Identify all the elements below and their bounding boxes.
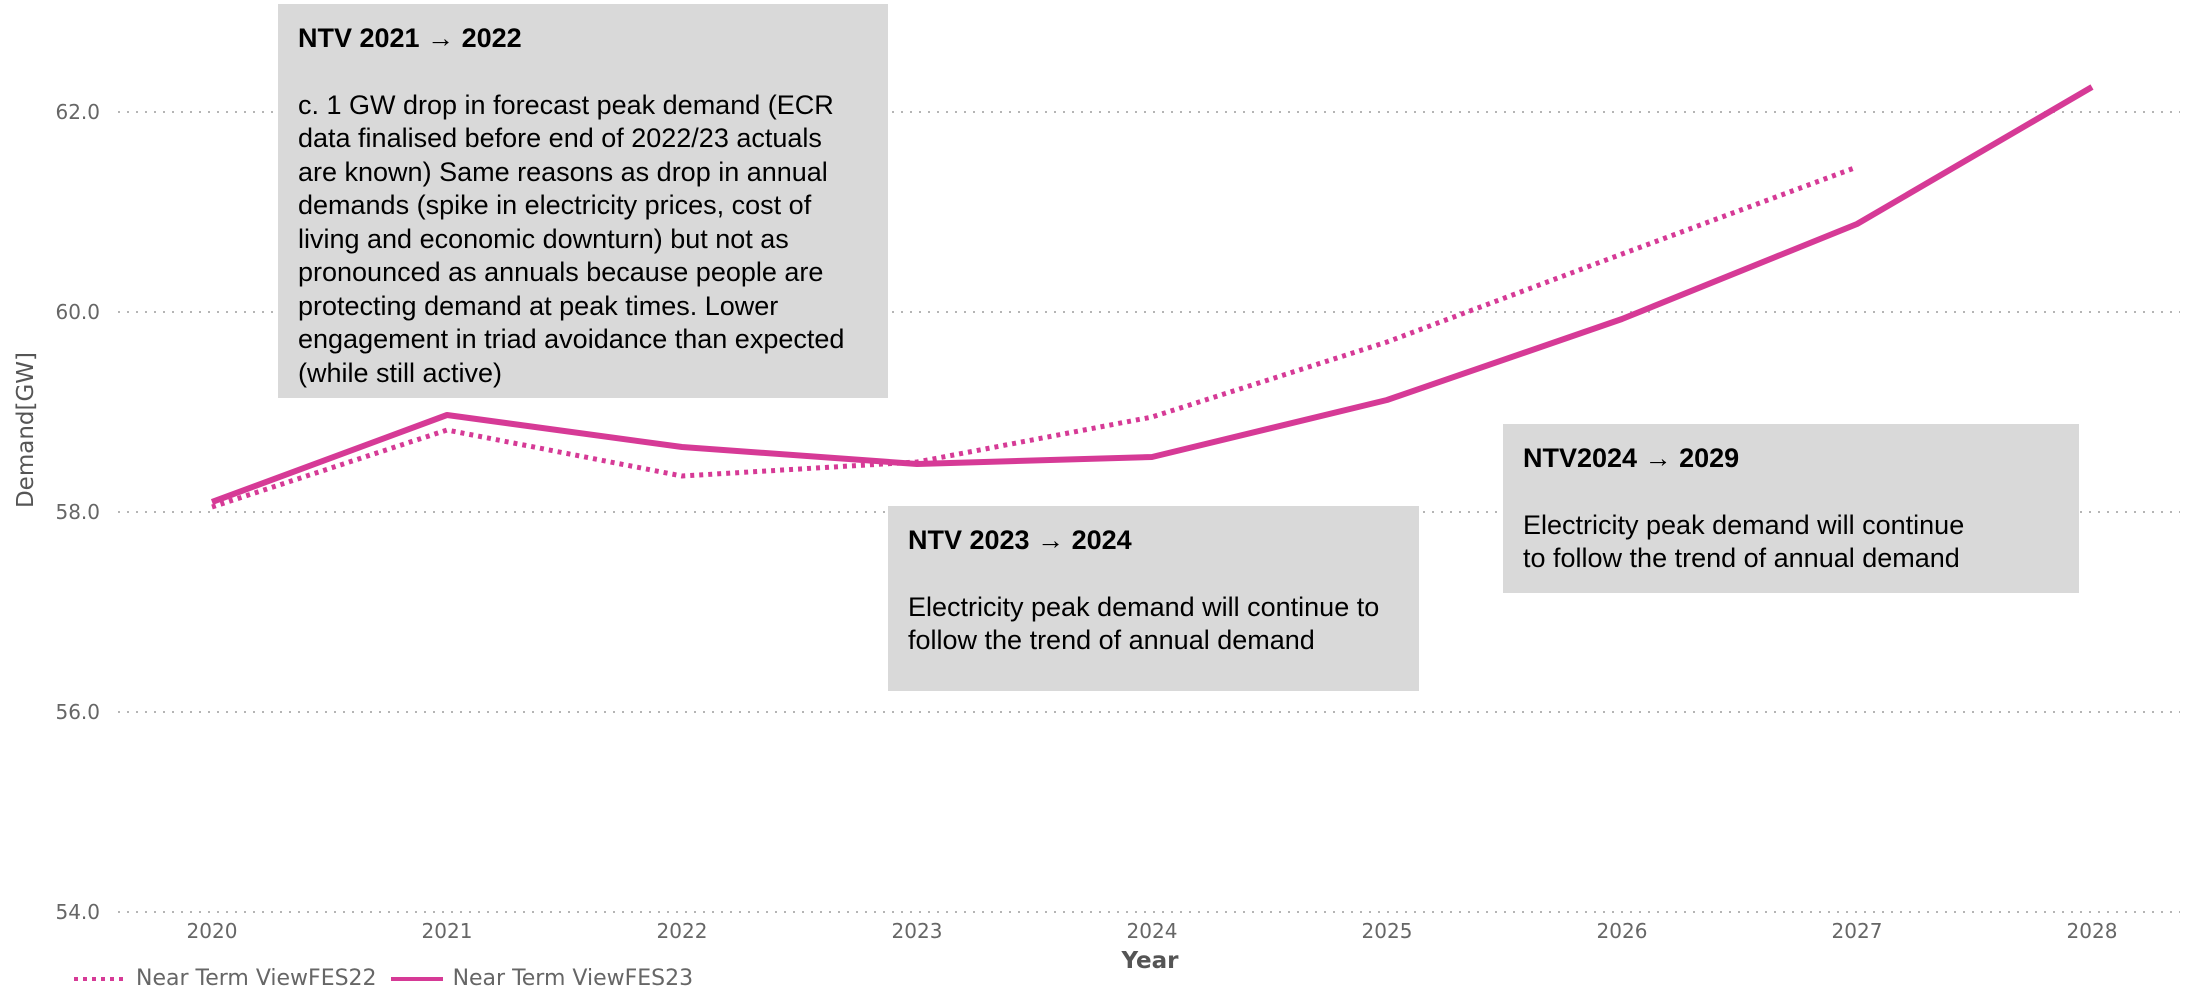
annotation-ntv-2024-2029: NTV2024 → 2029 Electricity peak demand w… [1503, 424, 2079, 593]
series-lines [210, 84, 2094, 510]
x-axis-title: Year [1120, 948, 1179, 974]
dotted-line-icon [74, 976, 126, 981]
annotation-title: NTV 2021 → 2022 [298, 23, 522, 53]
y-tick-label: 58.0 [55, 500, 100, 524]
y-tick-label: 62.0 [55, 100, 100, 124]
y-tick-label: 54.0 [55, 900, 100, 924]
annotation-text: Electricity peak demand will continue to… [1523, 509, 1965, 574]
legend: Near Term ViewFES22 Near Term ViewFES23 [72, 966, 705, 991]
x-tick-label: 2020 [187, 919, 238, 943]
legend-label: Near Term ViewFES22 [136, 966, 377, 991]
x-tick-label: 2022 [657, 919, 708, 943]
x-tick-label: 2025 [1362, 919, 1413, 943]
annotation-title: NTV2024 → 2029 [1523, 443, 1740, 473]
x-tick-label: 2024 [1127, 919, 1178, 943]
annotation-title: NTV 2023 → 2024 [908, 525, 1132, 555]
x-axis-ticks: 2020 2021 2022 2023 2024 2025 2026 2027 2028 [187, 919, 2118, 943]
legend-item-fes23[interactable]: Near Term ViewFES23 [389, 966, 694, 991]
y-axis-ticks: 54.0 56.0 58.0 60.0 62.0 [55, 100, 100, 924]
y-axis-title: Demand[GW] [13, 352, 39, 508]
x-tick-label: 2028 [2067, 919, 2118, 943]
y-tick-label: 60.0 [55, 300, 100, 324]
annotation-ntv-2023-2024: NTV 2023 → 2024 Electricity peak demand … [888, 506, 1419, 691]
legend-label: Near Term ViewFES23 [452, 966, 694, 991]
annotation-ntv-2021-2022: NTV 2021 → 2022 c. 1 GW drop in forecast… [278, 4, 888, 398]
series-line-fes23 [210, 84, 2094, 505]
annotation-text: c. 1 GW drop in forecast peak demand (EC… [298, 89, 845, 388]
legend-item-fes22[interactable]: Near Term ViewFES22 [72, 966, 377, 991]
x-tick-label: 2021 [422, 919, 473, 943]
x-tick-label: 2026 [1597, 919, 1648, 943]
solid-line-icon [390, 976, 443, 981]
x-tick-label: 2027 [1832, 919, 1883, 943]
x-tick-label: 2023 [892, 919, 943, 943]
y-tick-label: 56.0 [55, 700, 100, 724]
annotation-text: Electricity peak demand will continue to… [908, 591, 1380, 656]
